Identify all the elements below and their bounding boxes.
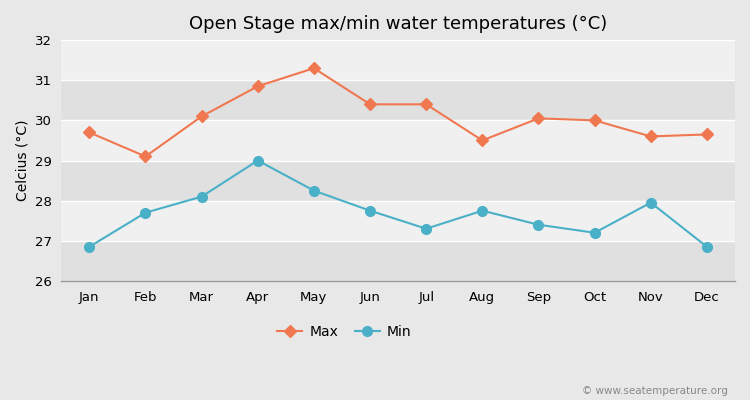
Bar xyxy=(62,160,735,201)
Max xyxy=(534,116,543,121)
Line: Min: Min xyxy=(85,156,712,252)
Min xyxy=(590,230,599,235)
Max xyxy=(197,114,206,119)
Min xyxy=(646,200,656,205)
Max xyxy=(85,130,94,135)
Min xyxy=(85,244,94,249)
Max xyxy=(422,102,430,107)
Max xyxy=(703,132,712,137)
Min xyxy=(534,222,543,227)
Max xyxy=(590,118,599,123)
Min xyxy=(703,244,712,249)
Legend: Max, Min: Max, Min xyxy=(272,319,417,344)
Bar xyxy=(62,241,735,281)
Min xyxy=(365,208,374,213)
Min xyxy=(197,194,206,199)
Y-axis label: Celcius (°C): Celcius (°C) xyxy=(15,120,29,201)
Min xyxy=(254,158,262,163)
Max xyxy=(365,102,374,107)
Max xyxy=(310,66,319,71)
Max xyxy=(254,84,262,89)
Min xyxy=(422,226,430,231)
Min xyxy=(141,210,150,215)
Line: Max: Max xyxy=(86,64,711,161)
Bar xyxy=(62,40,735,80)
Bar xyxy=(62,120,735,160)
Bar xyxy=(62,201,735,241)
Max xyxy=(478,138,487,143)
Text: © www.seatemperature.org: © www.seatemperature.org xyxy=(582,386,728,396)
Min xyxy=(310,188,319,193)
Min xyxy=(478,208,487,213)
Title: Open Stage max/min water temperatures (°C): Open Stage max/min water temperatures (°… xyxy=(189,15,608,33)
Bar xyxy=(62,80,735,120)
Max xyxy=(646,134,656,139)
Max xyxy=(141,154,150,159)
